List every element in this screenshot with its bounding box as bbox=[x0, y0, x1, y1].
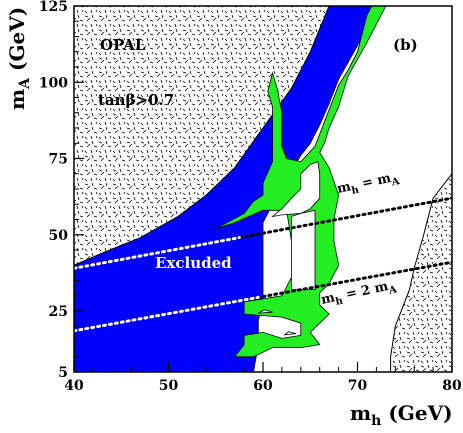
y-tick-label: 5 bbox=[58, 365, 68, 381]
condition-label: tanβ>0.7 bbox=[98, 91, 174, 109]
x-axis-label: mh (GeV) bbox=[350, 401, 453, 429]
allowed-islet bbox=[258, 309, 273, 314]
y-tick-label: 75 bbox=[49, 152, 68, 168]
y-tick-label: 125 bbox=[39, 0, 68, 15]
excluded-region bbox=[74, 6, 377, 372]
ref-line-1-over-excluded bbox=[74, 295, 260, 333]
line-mh-equals-2ma bbox=[74, 260, 452, 333]
y-tick-label: 100 bbox=[39, 75, 68, 91]
panel-label: (b) bbox=[393, 36, 418, 54]
allowed-islet-2 bbox=[283, 331, 297, 336]
y-tick-label: 50 bbox=[49, 228, 69, 244]
x-axis-ticks: 40 50 60 70 80 bbox=[64, 362, 462, 394]
y-axis-label: mA (GeV) bbox=[5, 7, 33, 110]
excluded-label: Excluded bbox=[155, 254, 232, 272]
ref-line-label-mh-equals-ma: mh = mA bbox=[336, 169, 401, 200]
experiment-label: OPAL bbox=[100, 36, 146, 54]
ref-line-0-over-excluded bbox=[74, 236, 241, 270]
x-tick-label: 80 bbox=[442, 378, 462, 394]
x-tick-label: 50 bbox=[159, 378, 179, 394]
y-axis-ticks: 5 25 50 75 100 125 bbox=[39, 0, 84, 381]
x-tick-label: 70 bbox=[348, 378, 368, 394]
line-mh-equals-ma bbox=[74, 196, 452, 270]
x-tick-label: 40 bbox=[64, 378, 84, 394]
y-tick-label: 25 bbox=[49, 304, 68, 320]
x-tick-label: 60 bbox=[253, 378, 273, 394]
allowed-window-center bbox=[291, 209, 316, 290]
theoretically-inaccessible-region-right bbox=[390, 172, 452, 372]
